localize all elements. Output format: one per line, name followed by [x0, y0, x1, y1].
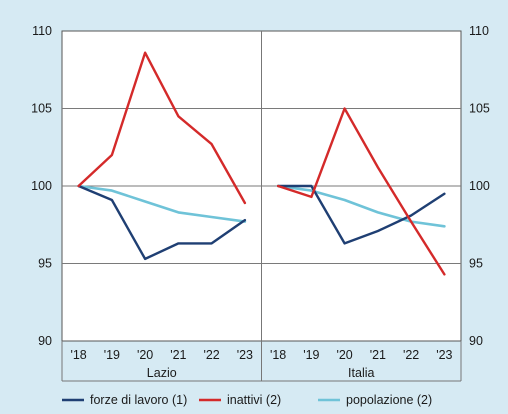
x-tick-label: '18: [270, 348, 286, 362]
panel-label: Lazio: [147, 366, 177, 380]
y-tick-label-right: 105: [469, 102, 490, 116]
y-tick-label-right: 95: [469, 257, 483, 271]
x-tick-label: '19: [303, 348, 319, 362]
y-tick-label-right: 110: [469, 24, 489, 38]
y-tick-label-left: 105: [31, 102, 52, 116]
legend: forze di lavoro (1) inattivi (2) popolazio…: [62, 393, 432, 407]
x-tick-label: '23: [237, 348, 253, 362]
y-tick-label-left: 110: [32, 24, 52, 38]
x-tick-label: '20: [137, 348, 153, 362]
x-tick-label: '21: [370, 348, 386, 362]
x-tick-label: '20: [336, 348, 352, 362]
legend-label-forze: forze di lavoro (1): [90, 393, 187, 407]
y-axis-left: 90 95 100 105 110: [31, 24, 52, 348]
y-tick-label-right: 100: [469, 179, 490, 193]
x-tick-label: '21: [170, 348, 186, 362]
series-line-popolazione: [276, 184, 446, 228]
y-tick-label-left: 95: [38, 257, 52, 271]
series-lines: [77, 51, 446, 276]
x-tick-label: '18: [70, 348, 86, 362]
y-tick-label-left: 90: [38, 334, 52, 348]
legend-label-inattivi: inattivi (2): [227, 393, 281, 407]
x-tick-label: '22: [403, 348, 419, 362]
series-line-inattivi: [77, 51, 247, 205]
y-axis-right: 90 95 100 105 110: [469, 24, 490, 348]
series-line-forze: [77, 184, 247, 261]
series-line-popolazione: [77, 184, 247, 223]
x-tick-label: '19: [104, 348, 120, 362]
panel-label: Italia: [348, 366, 374, 380]
series-line-inattivi: [276, 107, 446, 276]
y-tick-label-left: 100: [31, 179, 52, 193]
gridlines: [62, 31, 461, 381]
x-axis: '18 '19 '20 '21 '22 '23 Lazio '18 '19 '20 '21 '22 '2…: [61, 341, 462, 382]
legend-label-popolazione: popolazione (2): [346, 393, 432, 407]
series-line-forze: [276, 184, 446, 245]
y-tick-label-right: 90: [469, 334, 483, 348]
x-tick-label: '22: [203, 348, 219, 362]
x-tick-label: '23: [436, 348, 452, 362]
